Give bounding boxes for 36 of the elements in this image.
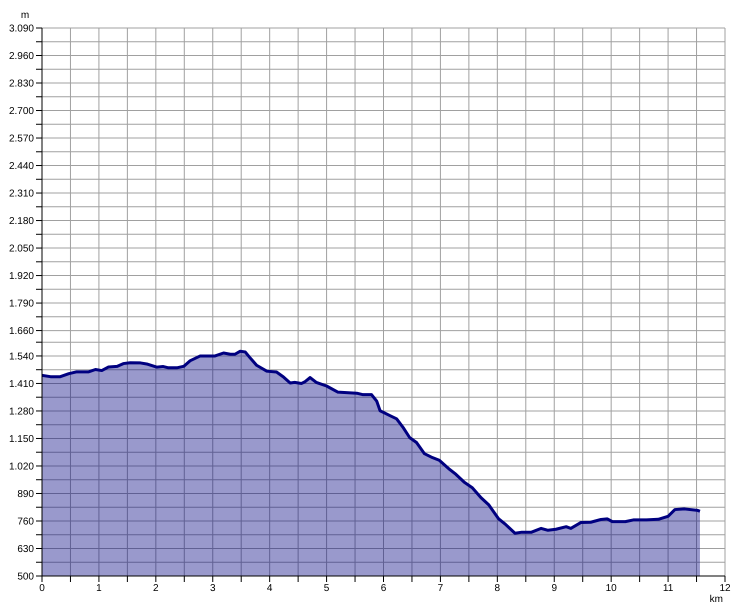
y-tick-label: 1.020: [8, 462, 34, 473]
y-axis-title: m: [20, 10, 30, 21]
x-tick-label: 5: [324, 583, 330, 594]
y-tick-label: 2.310: [8, 188, 34, 200]
y-tick-label: 1.410: [8, 379, 34, 390]
x-tick-label: 6: [380, 583, 387, 594]
x-tick-label: 9: [551, 583, 558, 594]
x-tick-label: 8: [494, 583, 501, 594]
y-tick-label: 630: [17, 544, 34, 556]
x-tick-label: 7: [438, 583, 444, 594]
x-tick-label: 3: [210, 583, 216, 594]
x-axis-title: km: [710, 594, 723, 605]
y-tick-label: 2.050: [8, 244, 34, 255]
y-tick-label: 1.540: [8, 352, 34, 363]
x-tick-label: 1: [96, 583, 102, 594]
y-tick-label: 760: [17, 516, 34, 528]
x-tick-label: 11: [662, 583, 674, 594]
y-tick-label: 1.150: [8, 434, 34, 446]
y-tick-label: 2.570: [8, 134, 34, 145]
y-tick-label: 2.180: [8, 216, 34, 228]
x-tick-label: 0: [39, 583, 46, 594]
y-tick-label: 2.960: [8, 51, 34, 62]
y-tick-label: 1.280: [8, 406, 34, 418]
y-tick-label: 2.700: [8, 106, 34, 118]
y-tick-label: 1.790: [8, 298, 34, 310]
x-tick-label: 4: [266, 583, 273, 594]
y-tick-label: 500: [17, 572, 34, 583]
x-tick-label: 10: [606, 583, 618, 594]
x-tick-label: 2: [153, 583, 160, 594]
y-tick-label: 890: [17, 489, 34, 500]
y-tick-label: 2.830: [8, 78, 34, 90]
y-tick-label: 3.090: [8, 24, 34, 35]
y-tick-label: 1.660: [8, 326, 34, 338]
y-tick-label: 2.440: [8, 161, 34, 172]
x-tick-label: 12: [719, 583, 731, 594]
y-tick-label: 1.920: [8, 271, 34, 282]
